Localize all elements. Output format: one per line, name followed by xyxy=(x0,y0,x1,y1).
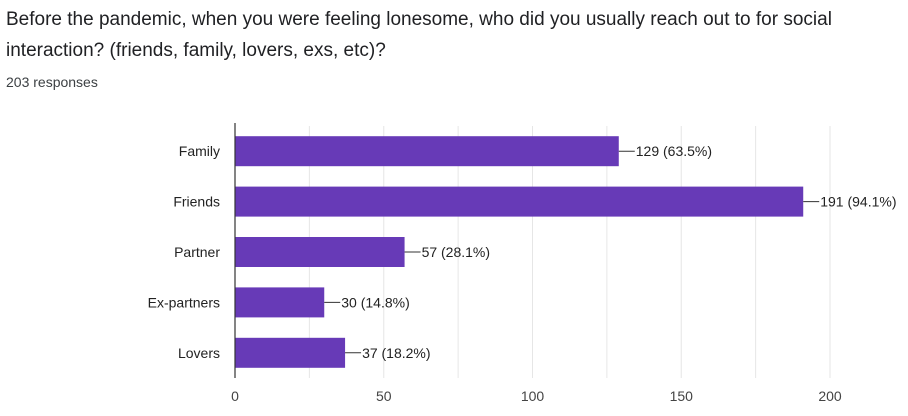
category-label: Partner xyxy=(174,244,220,260)
category-label: Lovers xyxy=(178,345,220,361)
category-label: Ex-partners xyxy=(148,294,220,310)
data-label: 129 (63.5%) xyxy=(636,143,712,159)
chart-labels: 0 50 100 150 200 Family 129 (63.5%) Friends 191 … xyxy=(148,143,897,404)
data-label: 30 (14.8%) xyxy=(341,294,409,310)
data-label: 57 (28.1%) xyxy=(422,244,490,260)
x-tick-label: 0 xyxy=(231,388,239,404)
chart-bars xyxy=(235,136,804,368)
bar xyxy=(235,337,346,368)
data-label: 191 (94.1%) xyxy=(820,194,896,210)
x-tick-label: 50 xyxy=(376,388,392,404)
bar xyxy=(235,186,804,217)
bar xyxy=(235,287,325,318)
bar xyxy=(235,237,405,267)
question-title: Before the pandemic, when you were feeli… xyxy=(6,9,832,61)
bar xyxy=(235,136,619,167)
data-label: 37 (18.2%) xyxy=(362,345,430,361)
x-tick-label: 150 xyxy=(670,388,694,404)
x-tick-label: 100 xyxy=(521,388,545,404)
response-count: 203 responses xyxy=(6,74,98,90)
x-tick-label: 200 xyxy=(818,388,842,404)
category-label: Family xyxy=(179,143,220,159)
category-label: Friends xyxy=(173,194,220,210)
